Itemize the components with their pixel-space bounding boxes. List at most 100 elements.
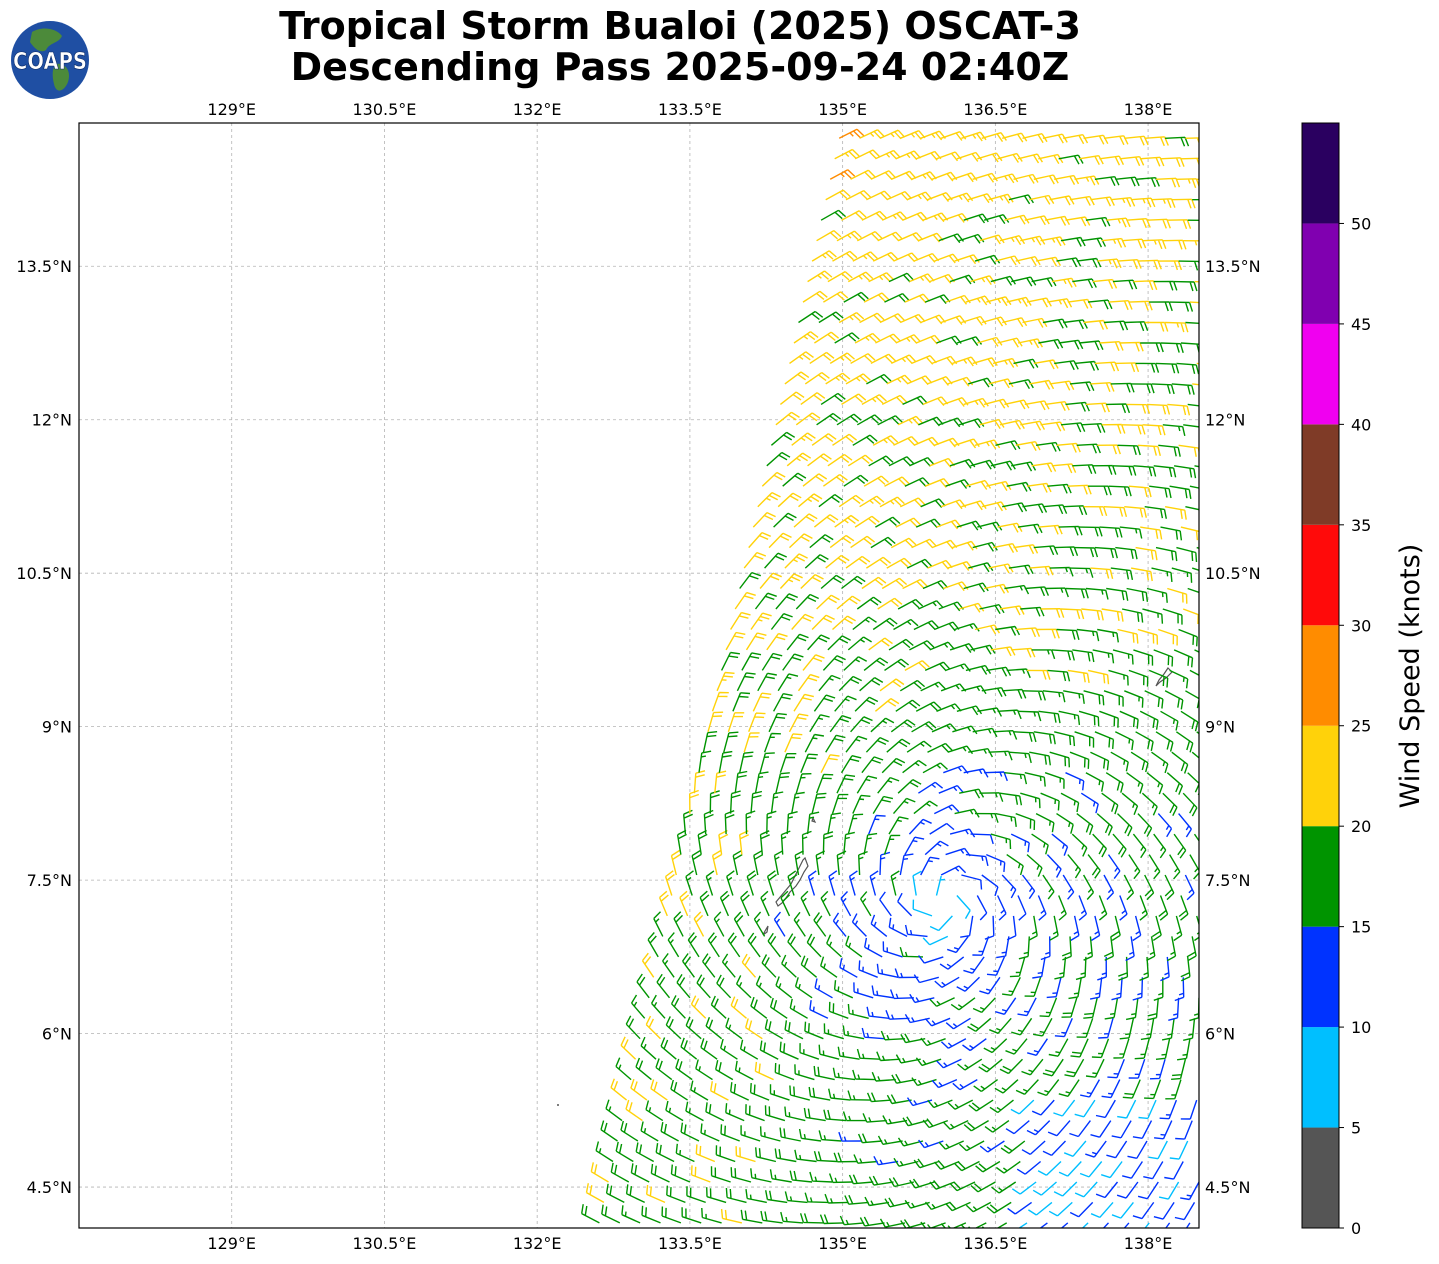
wind-barb <box>990 275 1016 286</box>
wind-barb <box>1171 567 1193 583</box>
wind-barb <box>859 1216 885 1227</box>
wind-barb <box>794 1149 817 1163</box>
wind-barb <box>811 614 835 630</box>
wind-barb <box>1018 936 1030 960</box>
wind-barb <box>723 731 739 753</box>
wind-barb <box>854 332 881 344</box>
wind-barb <box>1173 465 1197 479</box>
wind-barb <box>1185 137 1199 143</box>
wind-barb <box>1080 1079 1101 1098</box>
wind-barb <box>1128 854 1141 880</box>
wind-barb <box>876 963 899 978</box>
wind-barb <box>1155 731 1174 752</box>
wind-barb <box>1106 587 1129 601</box>
wind-barb <box>827 270 853 283</box>
wind-barb <box>838 311 865 324</box>
wind-barb <box>1101 792 1119 815</box>
wind-barb <box>809 1000 829 1019</box>
wind-barb <box>954 438 980 449</box>
wind-barb <box>1137 628 1159 645</box>
wind-barb <box>976 895 988 921</box>
wind-barb <box>753 911 766 937</box>
wind-barb <box>939 956 965 970</box>
wind-barb <box>852 794 871 814</box>
wind-barb <box>979 418 1005 429</box>
wind-barb <box>605 1099 623 1122</box>
wind-barb <box>972 997 996 1014</box>
wind-barb <box>774 1062 795 1081</box>
wind-barb <box>1088 485 1112 496</box>
wind-barb <box>997 522 1023 533</box>
wind-barb <box>1002 688 1027 699</box>
wind-barb <box>690 1080 709 1101</box>
wind-barb <box>965 853 989 867</box>
wind-barb <box>820 392 846 405</box>
wind-barb <box>847 813 864 835</box>
wind-barb <box>784 1106 806 1122</box>
wind-barb <box>747 932 761 958</box>
wind-barb <box>979 792 1004 802</box>
wind-barb <box>983 398 1010 409</box>
wind-barb <box>755 975 772 999</box>
wind-barb <box>876 1051 901 1062</box>
wind-barb <box>1153 833 1167 859</box>
wind-barb <box>860 891 872 917</box>
wind-barb <box>700 1123 720 1142</box>
wind-barb <box>808 1086 831 1101</box>
wind-barb <box>1085 772 1105 792</box>
wind-barb <box>641 1205 661 1224</box>
wind-barb <box>909 640 935 651</box>
wind-barb <box>791 432 816 446</box>
wind-barb <box>670 1164 691 1183</box>
wind-barb <box>1076 1018 1094 1038</box>
wind-barb <box>981 316 1007 327</box>
wind-barb <box>977 336 1003 347</box>
wind-barb <box>893 618 919 631</box>
wind-barb <box>913 800 938 815</box>
wind-barb <box>1090 567 1114 579</box>
wind-barb <box>1078 710 1100 727</box>
wind-barb <box>861 576 887 590</box>
wind-barb <box>813 1065 835 1081</box>
wind-barb <box>752 692 772 712</box>
wind-barb <box>1045 401 1070 412</box>
wind-barb <box>1042 1140 1067 1157</box>
wind-barb <box>1154 1120 1173 1140</box>
wind-barb <box>1022 690 1046 701</box>
wind-barb <box>1176 546 1198 563</box>
wind-barb <box>1187 587 1199 594</box>
wind-barb <box>915 1057 942 1067</box>
wind-barb <box>838 128 865 139</box>
wind-barb <box>1076 628 1100 642</box>
wind-barb <box>861 210 887 221</box>
wind-barb <box>842 1111 867 1122</box>
wind-barb <box>870 914 888 937</box>
lat-tick-label-left: 7.5°N <box>27 871 72 890</box>
wind-barb <box>1128 485 1152 498</box>
wind-barb <box>844 1194 869 1205</box>
wind-barb <box>735 975 752 999</box>
wind-barb <box>936 1058 962 1069</box>
wind-barb <box>829 534 855 549</box>
wind-barb <box>866 1006 890 1019</box>
wind-barb <box>650 1079 668 1101</box>
wind-barb <box>891 170 917 181</box>
wind-barb <box>1187 772 1199 796</box>
wind-barb <box>891 354 917 365</box>
wind-barb <box>1085 587 1109 600</box>
wind-barb <box>695 1144 716 1163</box>
colorbar-tick-label: 30 <box>1351 616 1371 635</box>
wind-barb <box>888 456 915 467</box>
wind-barb <box>799 1043 820 1060</box>
wind-barb <box>685 1101 704 1122</box>
wind-barb <box>936 151 962 162</box>
wind-barb <box>1151 383 1175 395</box>
wind-barb <box>710 1166 731 1183</box>
wind-barb <box>1149 485 1172 499</box>
wind-barb <box>605 1183 625 1204</box>
wind-barb <box>1153 1202 1175 1220</box>
wind-barb <box>961 500 987 511</box>
wind-barb <box>1049 915 1059 941</box>
wind-barb <box>850 169 876 180</box>
wind-barb <box>1133 649 1154 666</box>
